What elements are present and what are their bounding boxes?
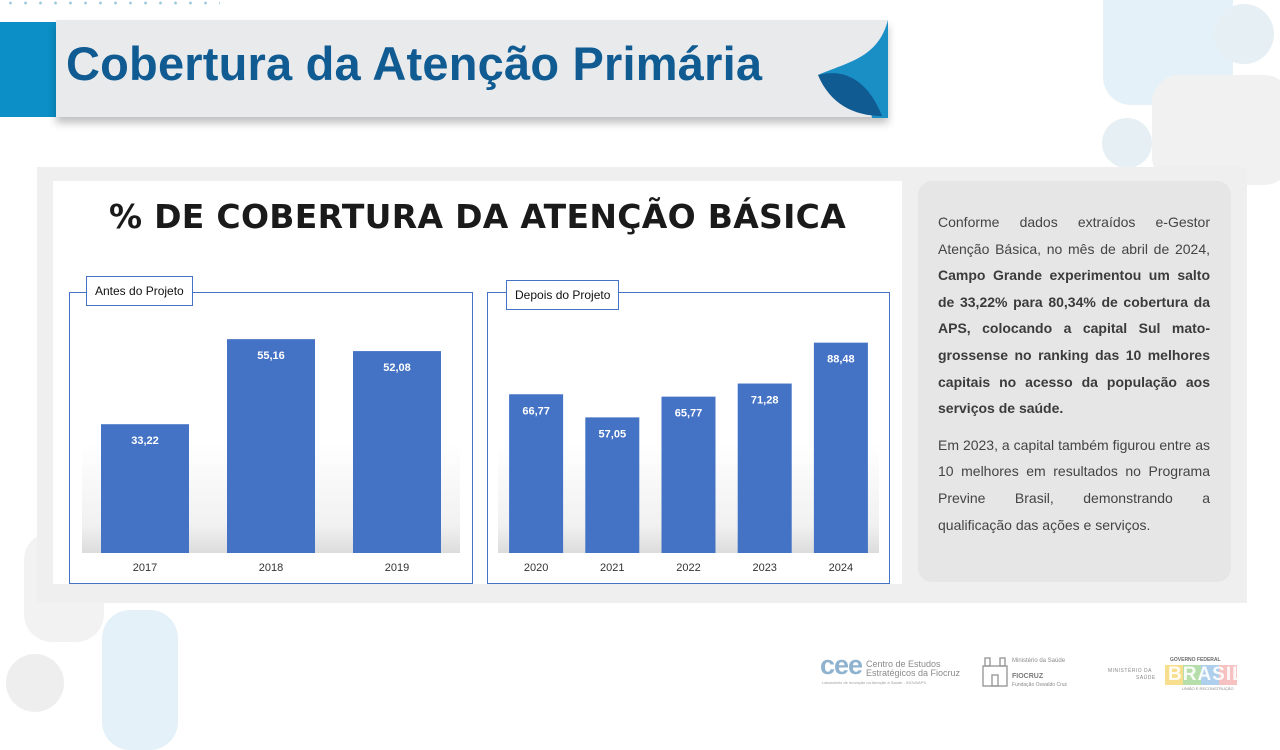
bar-value-label: 88,48 xyxy=(827,354,855,366)
cee-logo-line3: Laboratório de Inovação na Atenção à Saú… xyxy=(822,680,926,685)
chart-title: % DE COBERTURA DA ATENÇÃO BÁSICA xyxy=(108,197,847,236)
x-tick-label: 2022 xyxy=(676,562,700,574)
x-tick-label: 2020 xyxy=(524,562,548,574)
page-title: Cobertura da Atenção Primária xyxy=(66,37,763,90)
gov-tagline: UNIÃO E RECONSTRUÇÃO xyxy=(1182,686,1234,691)
gov-label: GOVERNO FEDERAL xyxy=(1170,657,1221,663)
x-tick-label: 2017 xyxy=(133,562,157,574)
x-tick-label: 2021 xyxy=(600,562,624,574)
ms-line1: MINISTÉRIO DA xyxy=(1108,668,1153,674)
bar-value-label: 52,08 xyxy=(383,362,411,374)
bar-chart-before: 33,22 2017 55,16 2018 52,08 2019 xyxy=(82,339,460,574)
bar-value-label: 66,77 xyxy=(522,405,550,417)
x-tick-label: 2019 xyxy=(385,562,409,574)
group-label-before: Antes do Projeto xyxy=(86,276,193,306)
bar-value-label: 33,22 xyxy=(131,435,159,447)
decorative-shape xyxy=(102,610,178,750)
fiocruz-subtitle: Fundação Oswaldo Cruz xyxy=(1012,682,1068,688)
side-paragraph-1-intro: Conforme dados extraídos e-Gestor Atençã… xyxy=(938,214,1210,257)
bar-2022 xyxy=(661,396,716,553)
bar-2020 xyxy=(509,394,564,553)
cee-logo-line2: Estratégicos da Fiocruz xyxy=(866,668,961,678)
bar-2024 xyxy=(813,342,868,553)
cee-logo-line1: Centro de Estudos xyxy=(866,659,941,669)
chart-group-after: 66,77 2020 57,05 2021 65,77 2022 71,28 2023 88,4… xyxy=(487,292,890,584)
x-tick-label: 2023 xyxy=(752,562,776,574)
gov-brasil-wordmark-bg xyxy=(1165,665,1237,685)
ms-line2: SAÚDE xyxy=(1136,675,1156,681)
side-paragraph-2: Em 2023, a capital também figurou entre … xyxy=(938,436,1210,533)
bar-2023 xyxy=(737,383,792,553)
bar-2018 xyxy=(227,339,315,553)
cee-logo-mark: cee xyxy=(820,650,863,680)
fiocruz-castle-icon xyxy=(982,657,1008,687)
title-accent-bar xyxy=(0,22,56,117)
bar-2021 xyxy=(585,417,640,553)
side-paragraph-1-highlight: Campo Grande experimentou um salto de 33… xyxy=(938,267,1210,417)
decorative-circle xyxy=(1214,4,1274,64)
side-paragraph-1: Conforme dados extraídos e-Gestor Atençã… xyxy=(938,209,1210,422)
side-text: Conforme dados extraídos e-Gestor Atençã… xyxy=(938,209,1210,538)
x-tick-label: 2018 xyxy=(259,562,283,574)
side-text-card xyxy=(918,181,1231,582)
decorative-circle xyxy=(6,654,64,712)
title-bar xyxy=(56,20,888,117)
leaf-logo-icon xyxy=(818,20,888,118)
decorative-dot-row xyxy=(0,0,220,6)
bar-2017 xyxy=(101,424,189,553)
bar-chart-after: 66,77 2020 57,05 2021 65,77 2022 71,28 2023 88,4… xyxy=(498,342,879,574)
fiocruz-name: FIOCRUZ xyxy=(1012,673,1044,680)
gov-brasil-wordmark: BRASIL xyxy=(1168,664,1245,685)
decorative-shape xyxy=(1152,75,1280,185)
fiocruz-ministry: Ministério da Saúde xyxy=(1012,658,1066,664)
bar-value-label: 71,28 xyxy=(751,395,779,407)
bar-value-label: 57,05 xyxy=(599,428,627,440)
decorative-circle xyxy=(1102,118,1152,168)
chart-group-before: 33,22 2017 55,16 2018 52,08 2019 xyxy=(69,292,473,584)
x-tick-label: 2024 xyxy=(829,562,853,574)
bar-value-label: 65,77 xyxy=(675,408,703,420)
bar-2019 xyxy=(353,351,441,553)
bar-value-label: 55,16 xyxy=(257,350,285,362)
group-label-after: Depois do Projeto xyxy=(506,280,620,310)
